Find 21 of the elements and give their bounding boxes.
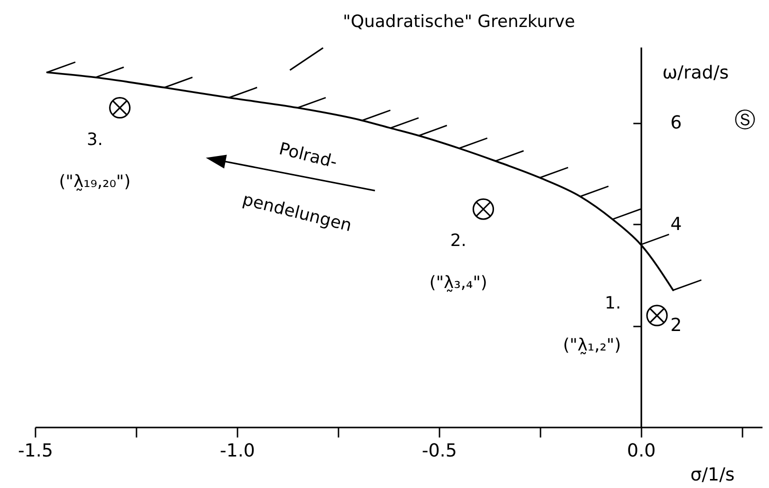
text: "Quadratische" Grenzkurve [342, 12, 576, 32]
x-tick-label: -0.5 [422, 440, 457, 462]
y-tick-label: 6 [670, 112, 682, 134]
annotation: ("λ̰₃,₄") [429, 273, 488, 294]
annotation: 3. [86, 130, 103, 150]
x-tick-label: 0.0 [627, 440, 656, 462]
annotation: 1. [604, 294, 621, 314]
annotation: ("λ̰₁₉,₂₀") [58, 172, 131, 192]
annotation: Ⓢ [734, 108, 756, 132]
x-tick-label: -1.5 [18, 440, 54, 462]
point [646, 304, 668, 326]
point [472, 198, 494, 220]
y-tick-label: 2 [670, 315, 682, 336]
x-axis-title: σ/1/s [690, 464, 735, 486]
point [109, 97, 131, 119]
y-axis-title: ω/rad/s [662, 62, 729, 84]
x-tick-label: -1.0 [220, 440, 256, 462]
annotation: ("λ̰₁,₂") [562, 336, 621, 356]
annotation: 2. [450, 231, 466, 252]
annotation: Polrad- [276, 139, 340, 173]
y-tick-label: 4 [670, 214, 682, 235]
